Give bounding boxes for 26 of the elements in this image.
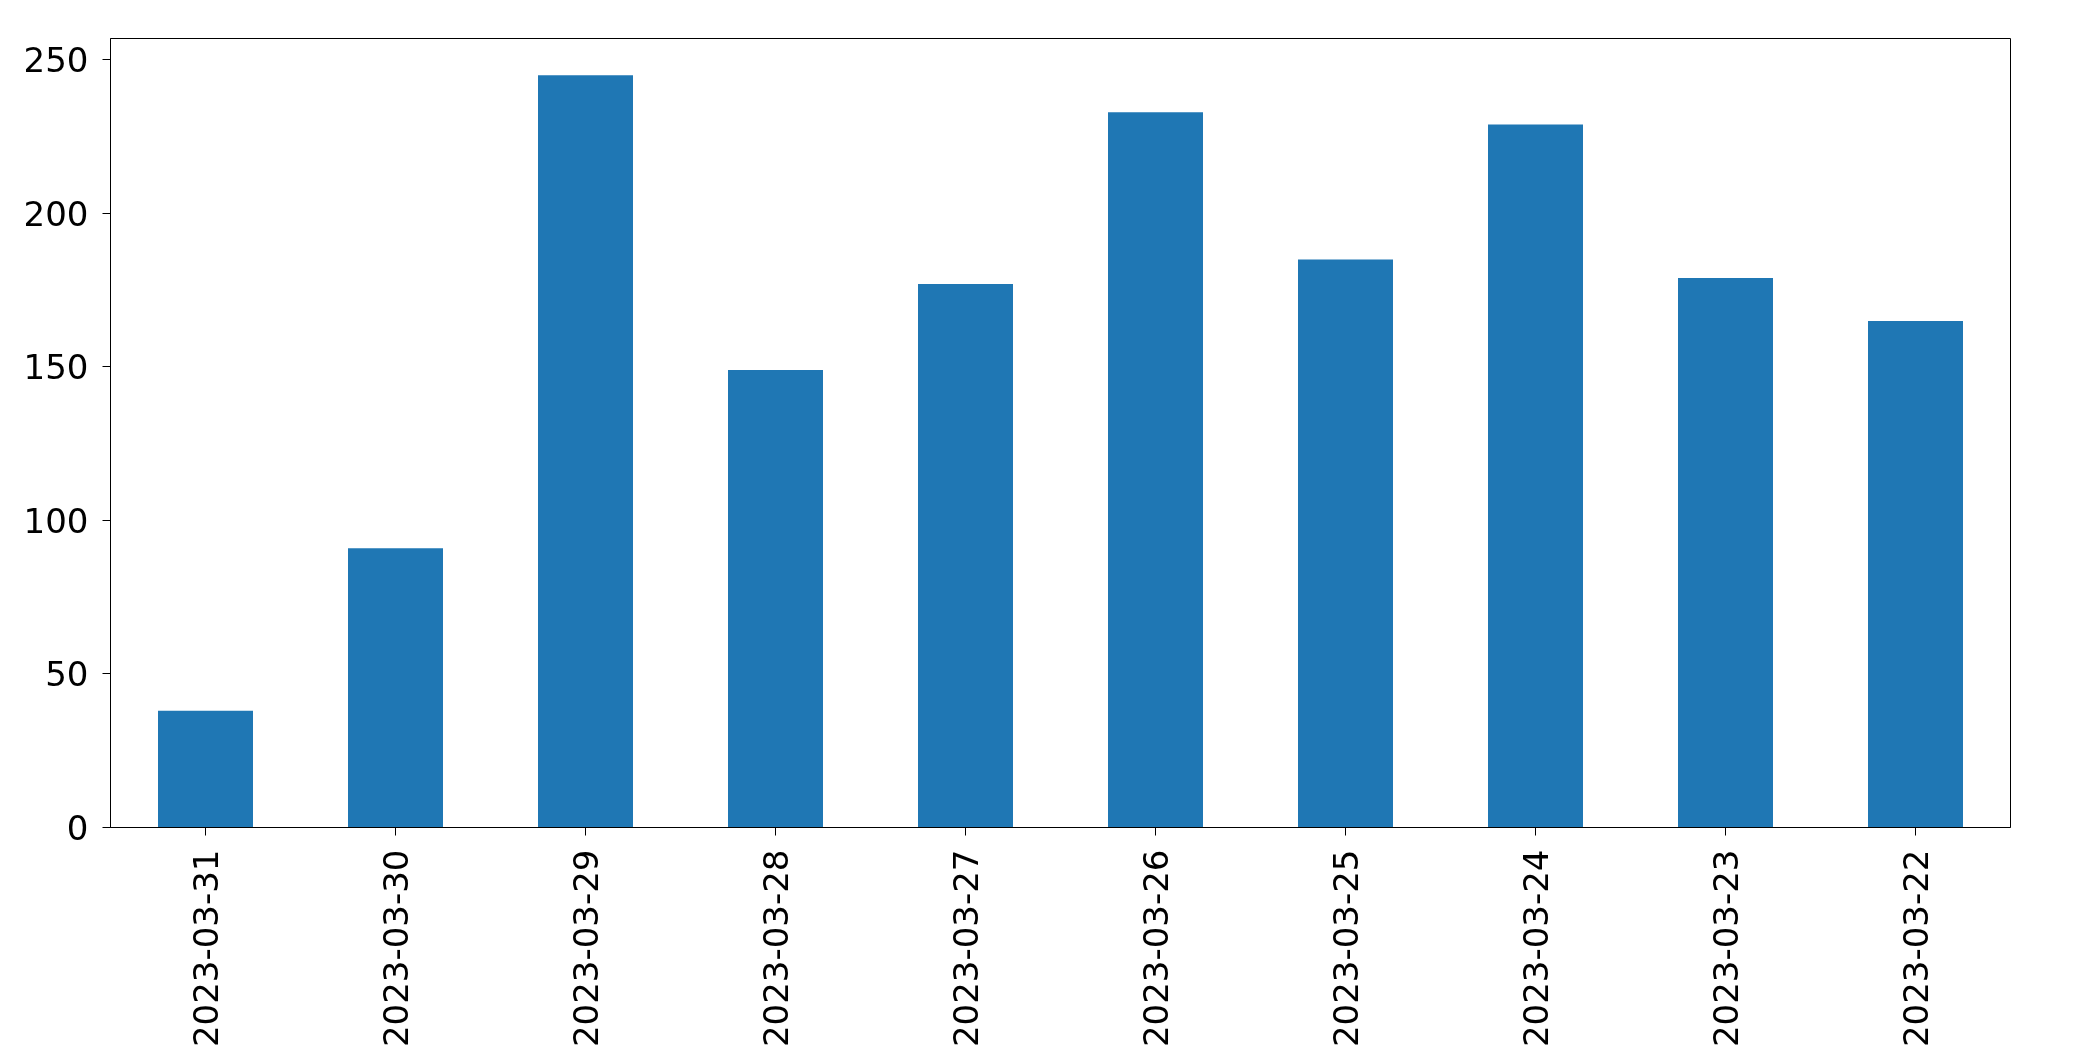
x-tick-label: 2023-03-24 [1516,849,1556,1048]
x-tick-label: 2023-03-23 [1706,849,1746,1048]
x-tick-label: 2023-03-30 [376,849,416,1048]
bar [158,710,253,828]
y-tick-label: 150 [23,347,89,388]
x-tick-label: 2023-03-26 [1136,849,1176,1048]
x-tick-label: 2023-03-22 [1896,849,1936,1048]
y-tick-label: 50 [45,654,89,695]
bar [1488,124,1583,828]
x-tick-label: 2023-03-28 [756,849,796,1048]
x-tick-label: 2023-03-29 [566,849,606,1048]
bar [1108,112,1203,828]
y-tick-label: 100 [23,501,89,541]
bar [1868,320,1963,828]
bar [918,284,1013,828]
y-tick-label: 250 [23,40,89,81]
bar [538,75,633,828]
y-tick-label: 200 [23,193,89,234]
x-tick-label: 2023-03-27 [946,849,986,1048]
y-tick-label: 0 [66,808,89,848]
bar [348,548,443,828]
bar [1298,259,1393,828]
bar [1678,277,1773,828]
x-tick-label: 2023-03-31 [186,849,226,1048]
bar [728,370,823,828]
x-tick-label: 2023-03-25 [1326,849,1366,1048]
